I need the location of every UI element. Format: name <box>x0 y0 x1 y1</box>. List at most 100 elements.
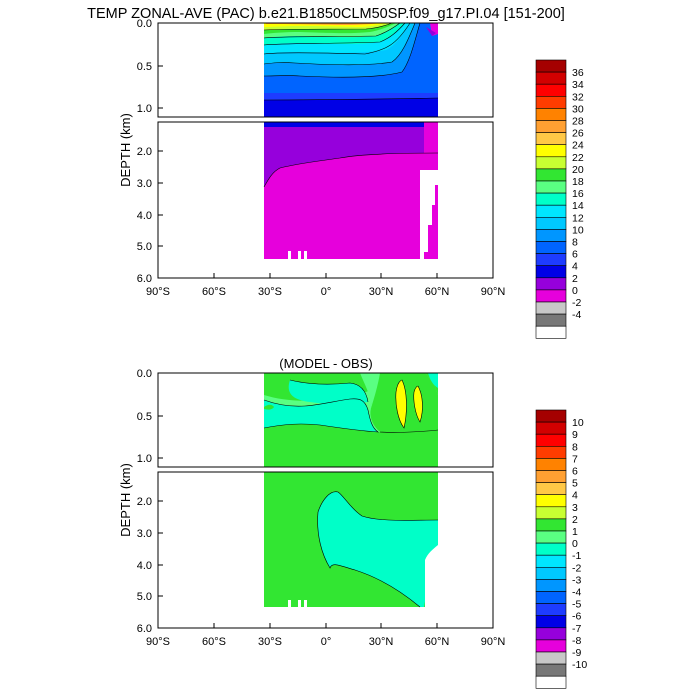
y-tick-label: 0.5 <box>137 411 152 423</box>
colorbar-label: 7 <box>572 453 578 465</box>
top-field <box>264 23 438 259</box>
colorbar-label: -10 <box>572 659 587 671</box>
x-tick-label: 30°S <box>258 636 282 648</box>
colorbar-swatch <box>535 627 567 641</box>
top-x-ticks <box>157 273 494 278</box>
colorbar-swatch <box>535 144 567 158</box>
x-tick-label: 30°N <box>369 636 394 648</box>
colorbar-swatch <box>535 506 567 520</box>
colorbar-label: 4 <box>572 261 578 273</box>
figure-title: TEMP ZONAL-AVE (PAC) b.e21.B1850CLM50SP.… <box>87 6 565 22</box>
colorbar-swatch <box>535 325 567 339</box>
top-contours <box>263 22 439 188</box>
colorbar-swatch <box>535 168 567 182</box>
y-axis-label: DEPTH (km) <box>118 463 133 537</box>
colorbar-label: 14 <box>572 200 584 212</box>
colorbar-label: 6 <box>572 249 578 261</box>
colorbar-label: 8 <box>572 441 578 453</box>
colorbar-label: -2 <box>572 297 581 309</box>
colorbar-swatch <box>535 265 567 279</box>
colorbar-label: 18 <box>572 176 584 188</box>
colorbar-swatch <box>535 192 567 206</box>
colorbar-swatch <box>535 313 567 327</box>
colorbar-swatch <box>535 579 567 592</box>
colorbar-swatch <box>535 591 567 604</box>
colorbar-swatch <box>535 482 567 496</box>
colorbar-label: -8 <box>572 635 581 647</box>
bottom-y-ticks <box>158 372 163 629</box>
colorbar-label: 0 <box>572 538 578 550</box>
x-tick-label: 0° <box>321 636 332 648</box>
colorbar-swatch <box>535 458 567 471</box>
colorbar-swatch <box>535 59 567 73</box>
colorbar-swatch <box>535 108 567 121</box>
colorbar-swatch <box>535 132 567 146</box>
colorbar-swatch <box>535 603 567 616</box>
bottom-x-ticks <box>157 623 494 628</box>
colorbar-label: 5 <box>572 478 578 490</box>
x-tick-label: 90°S <box>146 286 170 298</box>
colorbar-swatch <box>535 554 567 568</box>
colorbar-swatch <box>535 615 567 629</box>
x-tick-label: 90°N <box>481 636 506 648</box>
x-tick-label: 90°S <box>146 636 170 648</box>
x-tick-label: 60°N <box>425 636 450 648</box>
colorbar-swatch <box>535 217 567 230</box>
bottom-panel: (MODEL - OBS) <box>118 356 587 689</box>
colorbar-label: 20 <box>572 164 584 176</box>
colorbar-label: 4 <box>572 490 578 502</box>
y-tick-label: 4.0 <box>137 560 152 572</box>
y-tick-label: 4.0 <box>137 210 152 222</box>
y-tick-label: 0.5 <box>137 61 152 73</box>
colorbar-label: 8 <box>572 237 578 249</box>
colorbar-swatch <box>535 229 567 242</box>
x-tick-label: 0° <box>321 286 332 298</box>
colorbar-label: 10 <box>572 224 584 236</box>
colorbar-swatch <box>535 277 567 291</box>
colorbar-label: -5 <box>572 599 581 611</box>
x-tick-label: 30°N <box>369 286 394 298</box>
y-tick-label: 0.0 <box>137 18 152 30</box>
colorbar-swatch <box>535 530 567 544</box>
colorbar-label: 10 <box>572 417 584 429</box>
colorbar-swatch <box>535 409 567 423</box>
colorbar-label: 30 <box>572 103 584 115</box>
colorbar-label: 16 <box>572 188 584 200</box>
colorbar-swatch <box>535 494 567 508</box>
colorbar-label: -3 <box>572 574 581 586</box>
colorbar-swatch <box>535 289 567 303</box>
x-tick-label: 60°N <box>425 286 450 298</box>
colorbar-swatch <box>535 675 567 689</box>
colorbar-label: -1 <box>572 550 581 562</box>
bottom-panel-title: (MODEL - OBS) <box>279 356 372 371</box>
y-tick-label: 0.0 <box>137 368 152 380</box>
colorbar-label: 9 <box>572 429 578 441</box>
colorbar-label: 22 <box>572 152 584 164</box>
colorbar-swatch <box>535 663 567 677</box>
bottom-field <box>264 373 438 607</box>
colorbar-swatch <box>535 301 567 315</box>
colorbar-swatch <box>535 180 567 194</box>
colorbar-label: 3 <box>572 502 578 514</box>
y-tick-label: 5.0 <box>137 591 152 603</box>
colorbar-swatch <box>535 120 567 133</box>
bottom-contours <box>263 379 439 608</box>
y-tick-label: 2.0 <box>137 496 152 508</box>
colorbar-label: 6 <box>572 466 578 478</box>
top-y-ticks <box>158 22 163 279</box>
y-tick-label: 1.0 <box>137 453 152 465</box>
colorbar-swatch <box>535 96 567 109</box>
colorbar-swatch <box>535 445 567 459</box>
colorbar-label: -2 <box>572 562 581 574</box>
colorbar-swatch <box>535 639 567 653</box>
colorbar-swatch <box>535 566 567 580</box>
y-tick-label: 1.0 <box>137 103 152 115</box>
colorbar-label: 36 <box>572 67 584 79</box>
colorbar-label: -9 <box>572 647 581 659</box>
colorbar-label: -6 <box>572 611 581 623</box>
colorbar-label: 0 <box>572 285 578 297</box>
y-tick-label: 5.0 <box>137 241 152 253</box>
colorbar-label: -4 <box>572 309 581 321</box>
